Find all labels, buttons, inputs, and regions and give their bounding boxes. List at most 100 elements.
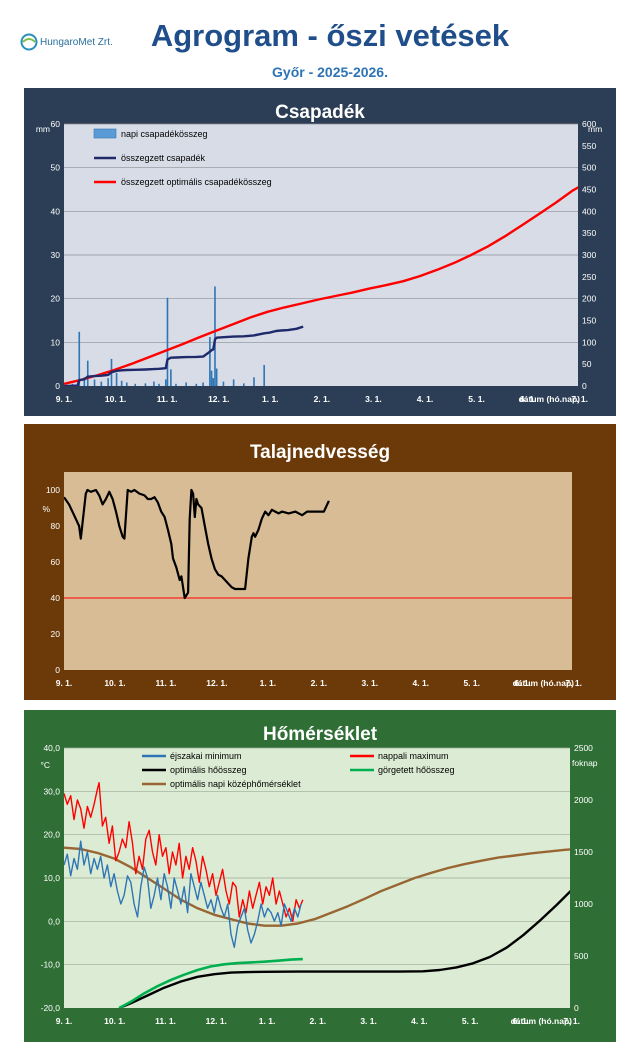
y-tick-right: 550	[582, 141, 596, 151]
precip-bar	[202, 382, 204, 386]
x-axis-label: dátum (hó.nap)	[511, 1016, 573, 1026]
y-tick-right: 500	[582, 163, 596, 173]
temperature-title: Hőmérséklet	[263, 724, 378, 745]
legend-label: éjszakai minimum	[170, 751, 242, 761]
precipitation-left-unit: mm	[36, 124, 50, 134]
y-tick-left: 0,0	[48, 916, 60, 926]
soil-moisture-chart: Talajnedvesség % 0 20 40 60 80 100 9. 1. 10. 1.…	[24, 424, 616, 700]
y-tick-left: 30,0	[43, 786, 60, 796]
precip-bar	[78, 331, 81, 386]
soil-moisture-panel: Talajnedvesség % 0 20 40 60 80 100 9. 1. 10. 1.…	[24, 424, 616, 700]
y-tick-left: 60	[51, 557, 61, 567]
precip-bar	[134, 383, 137, 386]
x-tick-label: 12. 1.	[208, 394, 229, 404]
x-tick-label: 11. 1.	[156, 678, 177, 688]
precip-bar	[100, 381, 103, 386]
x-tick-label: 6. 1.	[520, 394, 537, 404]
y-tick-left: 60	[51, 119, 61, 129]
logo-text: HungaroMet Zrt.	[40, 36, 113, 48]
y-tick-left: 0	[55, 381, 60, 391]
precip-bar	[212, 378, 215, 386]
y-tick-right: 400	[582, 206, 596, 216]
x-tick-label: 11. 1.	[155, 1016, 176, 1026]
precipitation-chart: Csapadék mm mm 0102030405060050100150200…	[24, 88, 616, 416]
y-tick-right: 150	[582, 316, 596, 326]
x-tick-label: 3. 1.	[360, 1016, 377, 1026]
x-tick-label: 5. 1.	[468, 394, 485, 404]
legend-label-daily: napi csapadékösszeg	[121, 129, 208, 139]
y-tick-right: 100	[582, 337, 596, 347]
y-tick-right: 200	[582, 294, 596, 304]
x-tick-label: 7. 1.	[565, 678, 582, 688]
precipitation-title: Csapadék	[275, 102, 365, 123]
y-tick-right: 50	[582, 359, 592, 369]
x-tick-label: 5. 1.	[463, 678, 480, 688]
y-tick-left: 80	[51, 521, 61, 531]
precip-bar	[164, 379, 167, 386]
y-tick-right: 450	[582, 185, 596, 195]
precip-bar	[115, 372, 118, 386]
x-tick-label: 5. 1.	[462, 1016, 479, 1026]
y-tick-left: 20	[51, 294, 61, 304]
y-tick-right: 500	[574, 951, 588, 961]
y-tick-right: 2000	[574, 795, 593, 805]
legend-label-optimal: összegzett optimális csapadékösszeg	[121, 177, 272, 187]
y-tick-left: 40	[51, 206, 61, 216]
precip-bar	[232, 379, 235, 386]
y-tick-right: 0	[574, 1003, 579, 1013]
x-tick-label: 1. 1.	[260, 678, 277, 688]
precip-bar	[209, 337, 211, 386]
y-tick-left: 40	[51, 593, 61, 603]
precipitation-right-unit: mm	[588, 124, 602, 134]
y-tick-left: 0	[55, 665, 60, 675]
x-tick-label: 3. 1.	[362, 678, 379, 688]
precip-bar	[175, 383, 177, 386]
legend-label: optimális napi középhőmérséklet	[170, 779, 301, 789]
y-tick-left: 40,0	[43, 743, 60, 753]
soil-moisture-line	[64, 488, 330, 600]
y-tick-right: 350	[582, 228, 596, 238]
x-tick-label: 6. 1.	[514, 678, 531, 688]
precip-bar	[125, 382, 128, 386]
precip-bar	[253, 377, 255, 386]
y-tick-left: -20,0	[41, 1003, 61, 1013]
x-tick-label: 10. 1.	[104, 1016, 125, 1026]
x-axis-label: dátum (hó.nap)	[519, 394, 581, 404]
precip-bar	[215, 368, 218, 386]
page-title: Agrogram - őszi vetések	[150, 18, 510, 53]
x-tick-label: 3. 1.	[365, 394, 382, 404]
x-tick-label: 2. 1.	[310, 1016, 327, 1026]
precip-bar	[195, 383, 198, 386]
y-tick-left: 20	[51, 629, 61, 639]
x-tick-label: 4. 1.	[417, 394, 434, 404]
x-tick-label: 12. 1.	[206, 678, 227, 688]
x-tick-label: 4. 1.	[411, 1016, 428, 1026]
precip-bar	[86, 360, 89, 386]
optimal-mean-temp-line	[64, 846, 570, 927]
precip-bar	[83, 377, 86, 386]
temperature-panel: Hőmérséklet °C foknap -20,0 -10,0 0,0 10,0 2…	[24, 710, 616, 1042]
temperature-left-unit: °C	[40, 760, 50, 770]
page-subtitle: Győr - 2025-2026.	[272, 64, 388, 80]
legend-label: nappali maximum	[378, 751, 449, 761]
precip-bar	[214, 286, 216, 386]
y-tick-right: 1500	[574, 847, 593, 857]
y-tick-right: 600	[582, 119, 596, 129]
precip-bar	[243, 383, 245, 386]
precip-bar	[144, 383, 147, 386]
precip-bar	[210, 370, 213, 386]
temperature-chart: Hőmérséklet °C foknap -20,0 -10,0 0,0 10,0 2…	[24, 710, 616, 1042]
y-tick-right: 2500	[574, 743, 593, 753]
x-tick-label: 7. 1.	[571, 394, 588, 404]
x-tick-label: 7. 1.	[563, 1016, 580, 1026]
precip-bar	[166, 297, 169, 386]
logo-icon	[20, 33, 38, 51]
y-tick-left: 20,0	[43, 830, 60, 840]
x-tick-label: 2. 1.	[311, 678, 328, 688]
temperature-right-unit: foknap	[572, 758, 598, 768]
legend-swatch-daily	[93, 128, 117, 139]
y-tick-right: 1000	[574, 899, 593, 909]
x-axis-label: dátum (hó.nap)	[513, 678, 575, 688]
y-tick-right: 0	[582, 381, 587, 391]
cumulative-precip-line	[64, 325, 304, 386]
